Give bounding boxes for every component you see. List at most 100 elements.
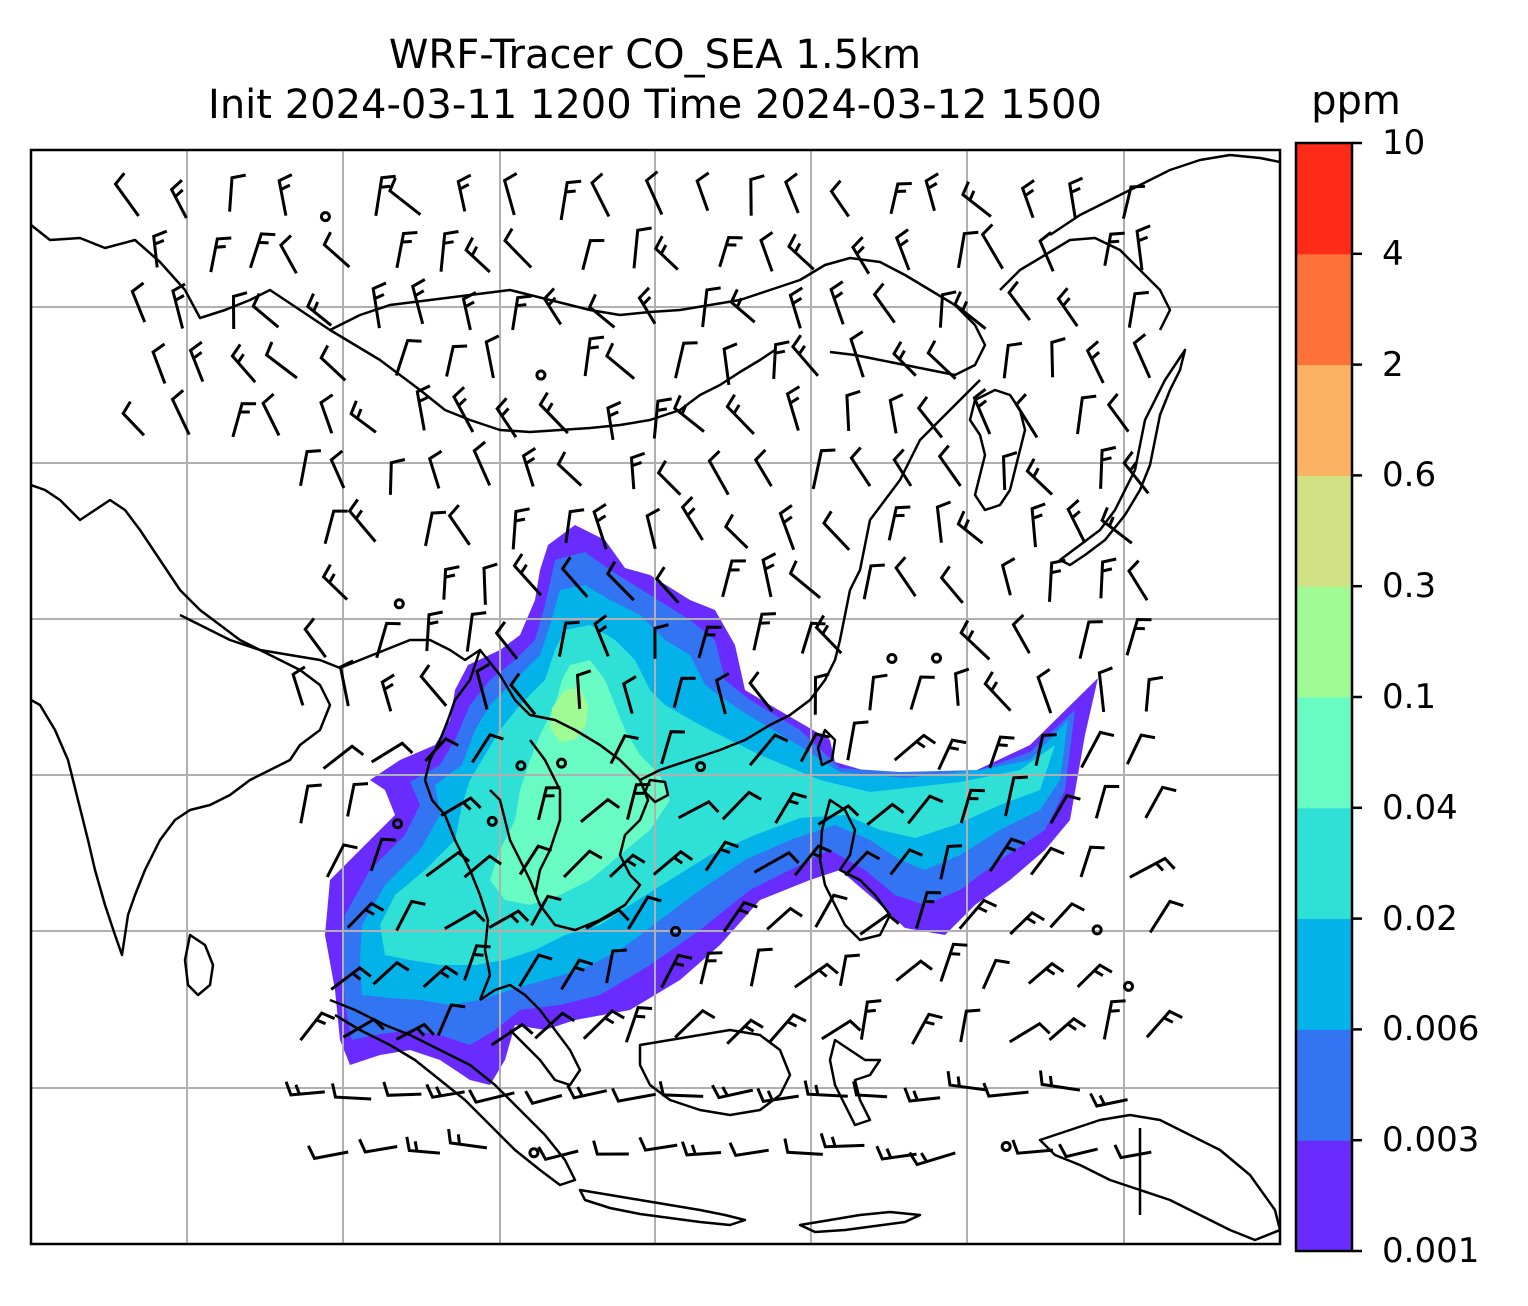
wind-barb bbox=[372, 960, 410, 986]
wind-barb bbox=[911, 1012, 943, 1045]
colorbar-segment-0 bbox=[1296, 1140, 1352, 1252]
wind-barb bbox=[388, 458, 406, 495]
wind-barb bbox=[938, 290, 957, 328]
wind-barb bbox=[436, 1003, 466, 1037]
wind-barb bbox=[935, 500, 952, 543]
wind-barb bbox=[939, 565, 964, 604]
wind-barb bbox=[1048, 1016, 1087, 1042]
wind-barb bbox=[653, 235, 679, 271]
wind-barb bbox=[718, 235, 743, 268]
wind-barb bbox=[518, 953, 553, 988]
border-himalaya bbox=[31, 224, 776, 434]
wind-barb bbox=[1089, 1092, 1128, 1108]
wind-barb bbox=[660, 730, 686, 765]
wind-barb bbox=[1020, 179, 1035, 219]
colorbar bbox=[1296, 143, 1352, 1252]
wind-barb bbox=[488, 909, 530, 929]
wind-barb bbox=[248, 232, 276, 269]
wind-barb bbox=[121, 400, 146, 437]
wind-barb bbox=[560, 958, 594, 991]
wind-barb bbox=[1009, 910, 1045, 936]
coastline-malay-peninsula bbox=[479, 983, 582, 1087]
wind-barb bbox=[1056, 287, 1079, 327]
wind-barb bbox=[369, 837, 396, 872]
wind-barb bbox=[1127, 290, 1149, 328]
wind-barb bbox=[1039, 1070, 1081, 1092]
wind-barb bbox=[425, 1083, 465, 1099]
wind-barb bbox=[656, 460, 682, 496]
wind-barb bbox=[894, 556, 917, 598]
wind-barb bbox=[371, 281, 387, 329]
wind-barb bbox=[958, 898, 998, 930]
wind-barb bbox=[1129, 856, 1176, 879]
wind-barb bbox=[849, 330, 865, 378]
wind-barb bbox=[171, 282, 186, 329]
wind-barb bbox=[793, 844, 832, 877]
calm-wind-marker bbox=[670, 925, 682, 937]
calm-wind-marker bbox=[886, 652, 898, 664]
wind-barb bbox=[707, 450, 730, 496]
colorbar-segment-4 bbox=[1296, 697, 1352, 809]
wind-barb bbox=[1049, 901, 1085, 929]
wind-barb bbox=[465, 611, 487, 652]
wind-barb bbox=[475, 663, 490, 710]
wind-barb bbox=[1034, 733, 1057, 767]
wind-barb bbox=[1011, 1139, 1054, 1155]
wind-barb bbox=[415, 384, 431, 431]
wind-barb bbox=[937, 444, 962, 487]
wind-barb bbox=[342, 1017, 385, 1039]
wind-barb bbox=[768, 1013, 807, 1043]
wind-barb bbox=[813, 672, 830, 715]
wind-barb bbox=[537, 786, 561, 821]
wind-barb bbox=[838, 953, 860, 987]
colorbar-tick-label: 0.003 bbox=[1382, 1120, 1480, 1161]
wind-barb bbox=[592, 1140, 629, 1156]
coastline-indochina bbox=[479, 649, 650, 932]
wind-barb bbox=[957, 230, 979, 269]
wind-barb bbox=[329, 449, 346, 489]
wind-barb bbox=[954, 667, 970, 706]
wind-barb bbox=[660, 953, 693, 989]
wind-barb bbox=[677, 799, 720, 820]
wind-barb bbox=[251, 292, 280, 329]
wind-barb bbox=[1080, 730, 1115, 769]
wind-barb bbox=[862, 563, 885, 600]
wind-barb bbox=[325, 843, 358, 878]
wind-barb bbox=[1079, 845, 1105, 878]
wind-barb bbox=[1066, 498, 1087, 544]
wind-barb bbox=[323, 509, 348, 545]
wind-barb bbox=[644, 170, 664, 216]
wind-barb bbox=[627, 895, 662, 930]
wind-barb bbox=[152, 229, 168, 268]
wind-barb bbox=[1036, 668, 1053, 714]
wind-barb bbox=[509, 672, 537, 716]
wind-barb bbox=[557, 620, 580, 657]
wind-barb bbox=[959, 1008, 981, 1043]
wind-barb bbox=[374, 174, 396, 217]
wind-barb bbox=[331, 1083, 372, 1101]
wind-barb bbox=[1049, 793, 1081, 825]
map-title: WRF-Tracer CO_SEA 1.5km Init 2024-03-11 … bbox=[30, 30, 1280, 130]
calm-wind-marker bbox=[1123, 980, 1135, 992]
wind-barb bbox=[939, 942, 968, 982]
wind-barb bbox=[422, 964, 459, 989]
wind-barb bbox=[319, 344, 347, 382]
wind-barb bbox=[456, 173, 472, 212]
wind-barb bbox=[645, 507, 661, 550]
wind-barb bbox=[427, 449, 443, 489]
wind-barb bbox=[680, 1141, 722, 1157]
wind-barb bbox=[564, 508, 585, 544]
coastline-sulawesi bbox=[828, 1038, 882, 1127]
coastline-south-china bbox=[639, 589, 852, 782]
wind-barb bbox=[916, 396, 944, 439]
wind-barb bbox=[622, 675, 637, 715]
wind-barb bbox=[894, 228, 911, 271]
wind-barb bbox=[787, 233, 815, 271]
wind-barb bbox=[447, 504, 471, 546]
colorbar-tick-label: 0.04 bbox=[1382, 787, 1458, 828]
co-level-0.04 bbox=[490, 660, 670, 905]
wind-barb bbox=[495, 397, 518, 439]
wind-barb bbox=[264, 341, 298, 380]
wind-barb bbox=[444, 909, 486, 930]
wind-barb bbox=[321, 563, 349, 601]
